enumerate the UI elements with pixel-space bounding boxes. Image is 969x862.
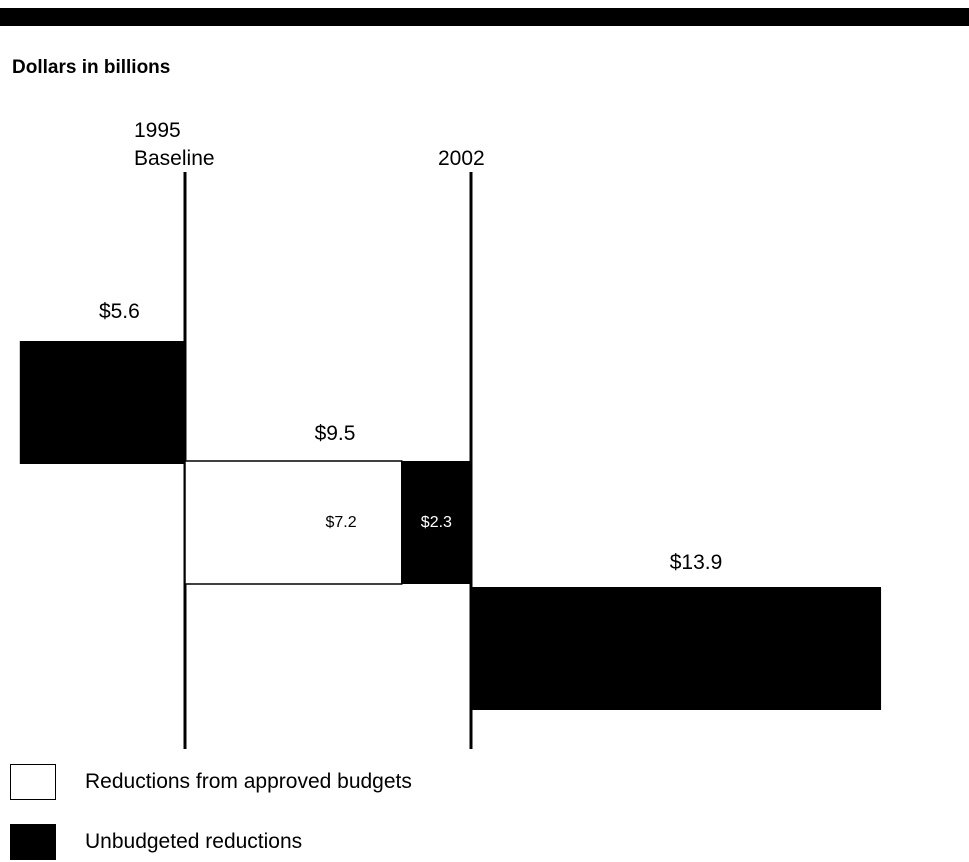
legend-label-unbudgeted: Unbudgeted reductions (85, 830, 303, 853)
legend-label-approved: Reductions from approved budgets (85, 770, 412, 793)
top-rule (0, 8, 969, 26)
value-label-pre-1995: $5.6 (99, 300, 140, 323)
legend-item-approved: Reductions from approved budgets (10, 762, 412, 802)
value-label-approved: $7.2 (325, 514, 356, 531)
legend-item-unbudgeted: Unbudgeted reductions (10, 822, 302, 862)
baseline-label: Baseline (134, 147, 215, 170)
reductions-chart: 1995 Baseline 2002 $5.6 $9.5 $7.2 $2.3 $… (19, 119, 882, 749)
swatch-approved (10, 764, 56, 800)
value-label-total-1995-2002: $9.5 (315, 422, 356, 445)
units-label: Dollars in billions (12, 57, 171, 78)
bar-approved-1995-2002 (184, 460, 403, 585)
baseline-year-label: 1995 (134, 119, 181, 142)
bar-post-2002 (471, 587, 882, 710)
bar-pre-1995 (19, 341, 185, 464)
year-2002-label: 2002 (438, 147, 485, 170)
bar-unbudgeted-1995-2002 (401, 461, 471, 584)
value-label-unbudgeted: $2.3 (421, 514, 452, 531)
swatch-unbudgeted (10, 824, 56, 860)
value-label-post-2002: $13.9 (670, 551, 723, 574)
